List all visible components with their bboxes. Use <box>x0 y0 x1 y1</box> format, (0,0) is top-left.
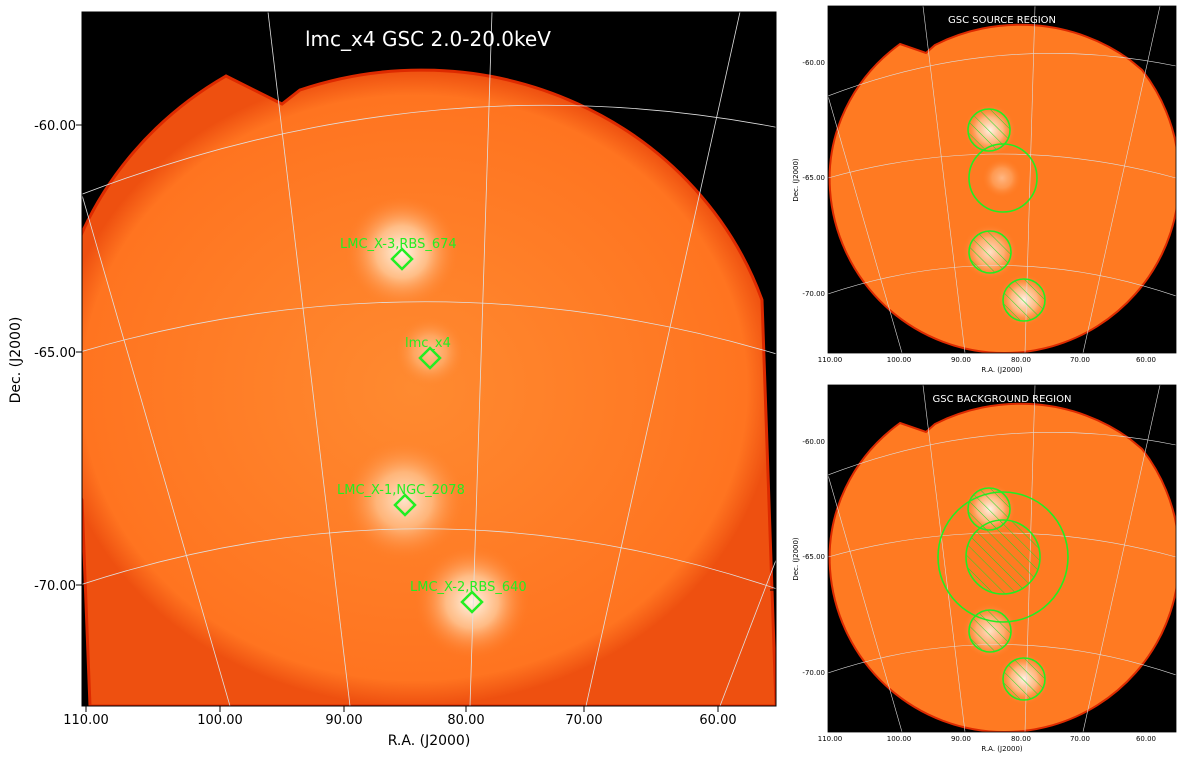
x-tick-label: 70.00 <box>565 713 602 728</box>
x-tick-label: 70.00 <box>1070 735 1090 743</box>
x-tick-label: 100.00 <box>887 356 912 364</box>
plot-frame <box>81 11 777 707</box>
source-glow <box>344 194 460 310</box>
x-tick-label: 90.00 <box>951 735 971 743</box>
source-label: LMC_X-2,RBS_640 <box>410 580 527 595</box>
x-ticks <box>85 706 719 712</box>
y-tick-label: -65.00 <box>802 174 825 182</box>
source-region-circle <box>967 108 1011 152</box>
x-tick-label: 90.00 <box>951 356 971 364</box>
x-tick-label: 70.00 <box>1070 356 1090 364</box>
source-glow <box>414 544 530 660</box>
source-marker <box>460 590 484 614</box>
x-tick-label: 60.00 <box>1136 356 1156 364</box>
field-of-view <box>82 68 776 706</box>
y-axis-label: Dec. (J2000) <box>8 317 24 404</box>
excluded-region-circle <box>968 609 1012 653</box>
y-tick-label: -60.00 <box>802 438 825 446</box>
panel-title: GSC BACKGROUND REGION <box>933 394 1072 405</box>
y-tick-label: -65.00 <box>802 553 825 561</box>
source-region-svg: GSC SOURCE REGION -60.00 -65.00 -70.00 1… <box>792 5 1177 374</box>
x-tick-label: 100.00 <box>197 713 243 728</box>
source-label: LMC_X-3,RBS_674 <box>340 237 457 252</box>
y-tick-label: -60.00 <box>802 59 825 67</box>
x-tick-label: 110.00 <box>818 735 843 743</box>
y-tick-label: -70.00 <box>802 290 825 298</box>
x-tick-label: 100.00 <box>887 735 912 743</box>
source-regions <box>967 108 1046 322</box>
source-glow <box>342 438 466 562</box>
background-region-panel: GSC BACKGROUND REGION -60.00 -65.00 -70.… <box>790 379 1182 758</box>
x-tick-label: 60.00 <box>1136 735 1156 743</box>
y-tick-label: -65.00 <box>34 346 76 361</box>
coordinate-grid <box>82 12 776 706</box>
excluded-regions <box>965 487 1046 701</box>
source-glow <box>394 316 466 388</box>
x-axis-label: R.A. (J2000) <box>981 745 1023 753</box>
y-axis-label: Dec. (J2000) <box>792 537 800 581</box>
panel-title: GSC SOURCE REGION <box>948 15 1056 26</box>
x-tick-label: 80.00 <box>447 713 484 728</box>
x-tick-label: 80.00 <box>1011 356 1031 364</box>
source-region-circle <box>968 230 1012 274</box>
y-tick-label: -70.00 <box>802 669 825 677</box>
x-axis-label: R.A. (J2000) <box>981 366 1023 374</box>
background-region-svg: GSC BACKGROUND REGION -60.00 -65.00 -70.… <box>792 384 1177 753</box>
source-markers <box>390 247 484 614</box>
y-tick-label: -70.00 <box>34 579 76 594</box>
x-tick-label: 90.00 <box>325 713 362 728</box>
y-axis-label: Dec. (J2000) <box>792 158 800 202</box>
source-marker <box>390 247 414 271</box>
main-title: lmc_x4 GSC 2.0-20.0keV <box>305 27 551 51</box>
y-ticks <box>76 124 776 591</box>
x-tick-label: 60.00 <box>699 713 736 728</box>
x-tick-label: 80.00 <box>1011 735 1031 743</box>
source-label: LMC_X-1,NGC_2078 <box>337 483 465 498</box>
x-axis-label: R.A. (J2000) <box>388 733 471 749</box>
excluded-region-circle <box>965 519 1041 595</box>
source-marker <box>393 493 417 517</box>
source-region-circle <box>1002 278 1046 322</box>
main-map-svg: LMC_X-3,RBS_674 lmc_x4 LMC_X-1,NGC_2078 … <box>8 11 777 749</box>
y-tick-label: -60.00 <box>34 119 76 134</box>
main-map-panel: LMC_X-3,RBS_674 lmc_x4 LMC_X-1,NGC_2078 … <box>8 11 777 749</box>
source-region-panel: GSC SOURCE REGION -60.00 -65.00 -70.00 1… <box>790 0 1182 379</box>
x-tick-label: 110.00 <box>818 356 843 364</box>
target-region-circle <box>968 143 1038 213</box>
source-marker <box>418 346 442 370</box>
source-label: lmc_x4 <box>405 336 451 351</box>
x-tick-label: 110.00 <box>63 713 109 728</box>
excluded-region-circle <box>1002 657 1046 701</box>
